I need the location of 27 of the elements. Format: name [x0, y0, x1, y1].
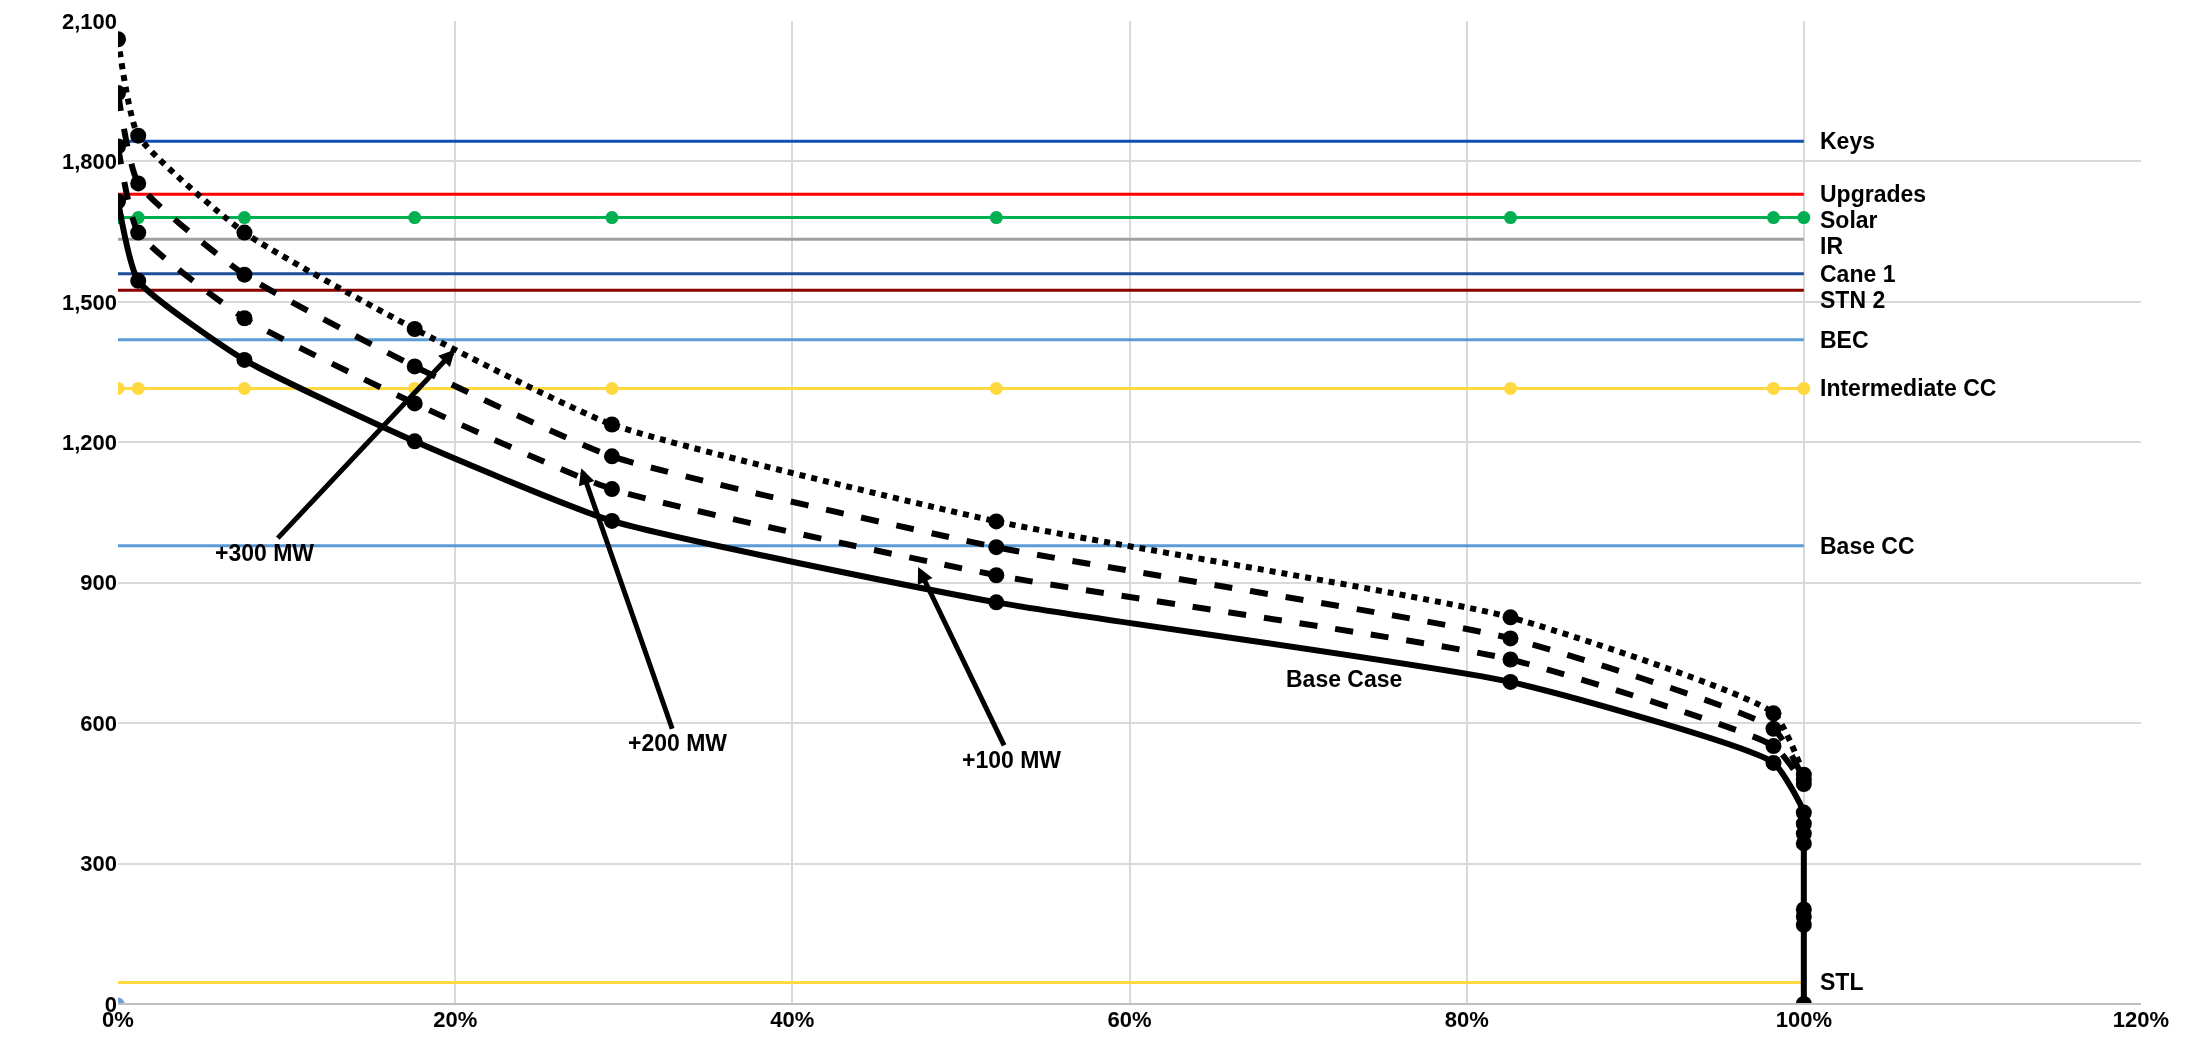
x-tick-label: 80% — [1444, 1007, 1489, 1032]
series-label: Cane 1 — [1820, 261, 1896, 287]
y-tick-label: 300 — [80, 851, 117, 877]
x-tick-label: 60% — [1107, 1007, 1152, 1032]
x-tick-label: 100% — [1775, 1007, 1832, 1032]
annotation: +200 MW — [628, 730, 728, 756]
x-tick-label: 120% — [2112, 1007, 2170, 1032]
series-label: Keys — [1820, 128, 1875, 154]
series-label: STN 2 — [1820, 287, 1886, 313]
y-tick-label: 900 — [80, 570, 117, 596]
annotation: Base Case — [1286, 666, 1403, 692]
series-label: BEC — [1820, 327, 1869, 353]
y-tick-label: 1,200 — [61, 429, 117, 455]
x-tick-label: 20% — [433, 1007, 478, 1032]
y-tick-label: 1,500 — [61, 289, 117, 315]
series-label: IR — [1820, 233, 1844, 259]
series-label: Base CC — [1820, 533, 1915, 559]
y-tick-label: 1,800 — [61, 149, 117, 175]
series-label: Upgrades — [1820, 181, 1927, 207]
series-label: STL — [1820, 969, 1864, 995]
x-tick-label: 40% — [770, 1007, 815, 1032]
annotation: +100 MW — [962, 747, 1062, 773]
y-tick-label: 2,100 — [61, 8, 117, 34]
annotation: +300 MW — [215, 540, 315, 566]
series-label: Intermediate CC — [1820, 375, 1997, 401]
series-label: Solar — [1820, 207, 1878, 233]
y-tick-label: 600 — [80, 710, 117, 736]
